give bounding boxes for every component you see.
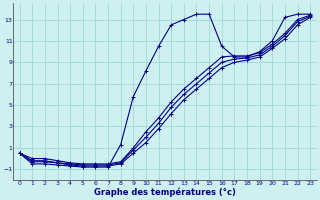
X-axis label: Graphe des températures (°c): Graphe des températures (°c) xyxy=(94,187,236,197)
